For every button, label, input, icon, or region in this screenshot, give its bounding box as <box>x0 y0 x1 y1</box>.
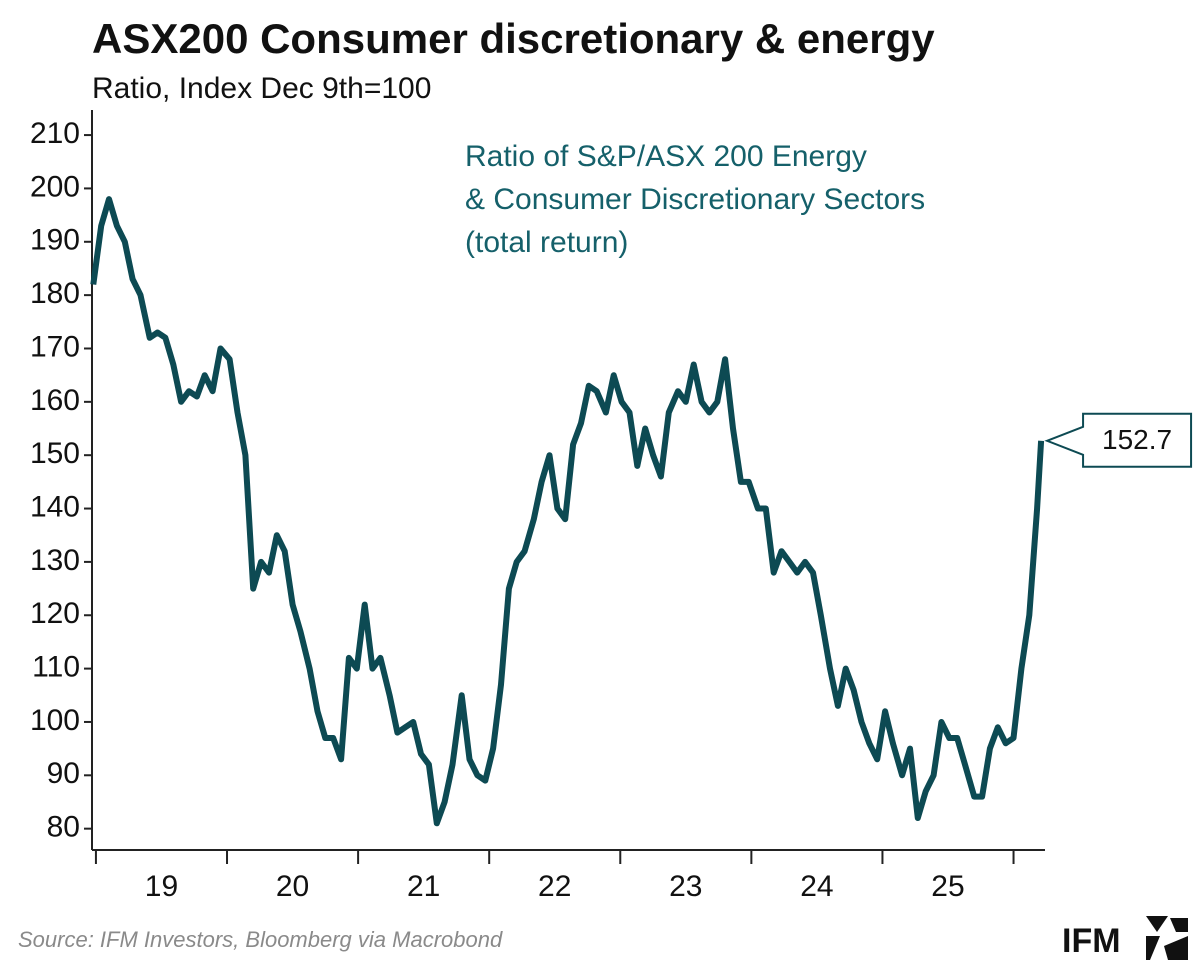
y-tick-label: 120 <box>30 597 80 630</box>
callout-box <box>1044 412 1193 468</box>
y-tick-label: 190 <box>30 224 80 257</box>
x-tick-label: 19 <box>145 870 178 903</box>
y-tick-label: 160 <box>30 384 80 417</box>
x-tick-label: 20 <box>276 870 309 903</box>
y-tick-label: 210 <box>30 117 80 150</box>
chart-subtitle: Ratio, Index Dec 9th=100 <box>92 72 431 105</box>
x-tick-label: 24 <box>800 870 833 903</box>
chart-title: ASX200 Consumer discretionary & energy <box>92 15 935 62</box>
annotation: (total return) <box>465 226 628 259</box>
annotation: & Consumer Discretionary Sectors <box>465 183 925 216</box>
value-label: 152.7 <box>1102 424 1172 455</box>
y-tick-label: 100 <box>30 704 80 737</box>
y-tick-label: 140 <box>30 490 80 523</box>
x-tick-label: 25 <box>931 870 964 903</box>
line <box>90 196 1045 827</box>
y-tick-label: 80 <box>47 811 80 844</box>
logo-text: IFM <box>1062 922 1121 960</box>
y-tick-label: 150 <box>30 437 80 470</box>
logo-icon <box>1146 916 1188 960</box>
source: Source: IFM Investors, Bloomberg via Mac… <box>18 927 503 952</box>
y-tick-label: 180 <box>30 277 80 310</box>
y-tick-label: 110 <box>32 651 80 684</box>
x-tick-label: 23 <box>669 870 702 903</box>
y-tick-label: 200 <box>30 170 80 203</box>
y-tick-label: 170 <box>30 330 80 363</box>
y-tick-label: 130 <box>30 544 80 577</box>
annotation: Ratio of S&P/ASX 200 Energy <box>465 140 867 173</box>
x-tick-label: 21 <box>407 870 440 903</box>
x-tick-label: 22 <box>538 870 571 903</box>
y-tick-label: 90 <box>47 757 80 790</box>
